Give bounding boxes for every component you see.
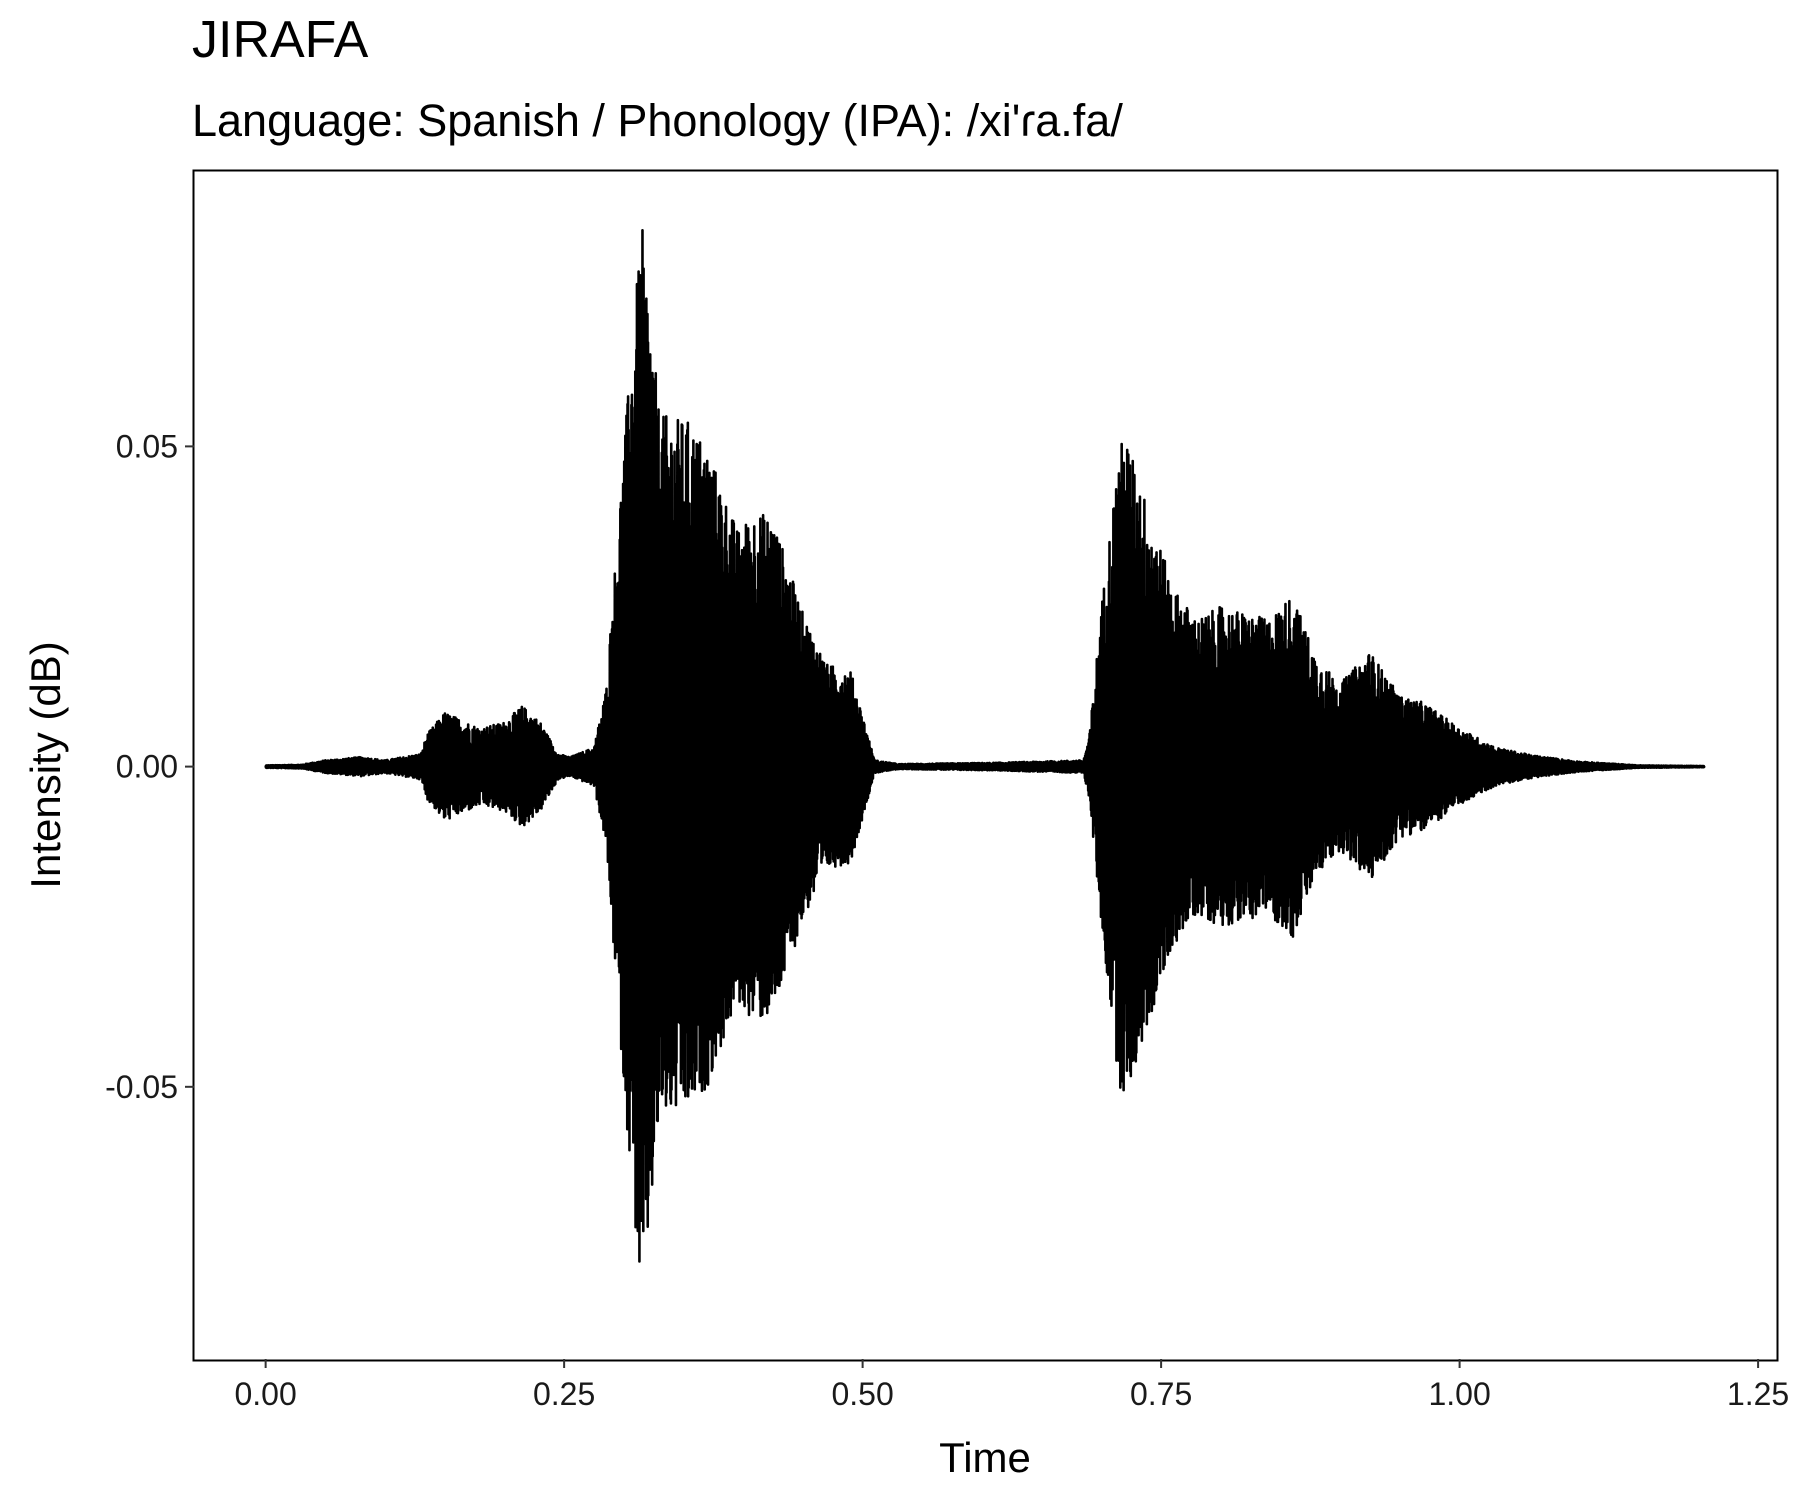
- x-axis: 0.00 0.25 0.50 0.75 1.00 1.25: [234, 1359, 1789, 1412]
- y-tick-label: -0.05: [105, 1069, 178, 1105]
- x-tick-label: 0.00: [234, 1376, 296, 1412]
- plot-panel-border: [192, 169, 1779, 1362]
- y-tick-label: 0.05: [116, 428, 178, 464]
- waveform-series: [264, 228, 1706, 1263]
- x-tick-label: 0.25: [533, 1376, 595, 1412]
- y-axis: -0.05 0.00 0.05: [105, 428, 194, 1105]
- x-tick-label: 0.75: [1130, 1376, 1192, 1412]
- x-tick-label: 0.50: [831, 1376, 893, 1412]
- y-axis-title: Intensity (dB): [22, 641, 69, 888]
- chart-title: JIRAFA: [192, 11, 369, 69]
- y-tick-label: 0.00: [116, 749, 178, 785]
- waveform-line: [264, 228, 1706, 1263]
- x-tick-label: 1.25: [1727, 1376, 1789, 1412]
- x-tick-label: 1.00: [1428, 1376, 1490, 1412]
- chart-subtitle: Language: Spanish / Phonology (IPA): /xi…: [192, 95, 1123, 146]
- x-axis-title: Time: [939, 1434, 1031, 1481]
